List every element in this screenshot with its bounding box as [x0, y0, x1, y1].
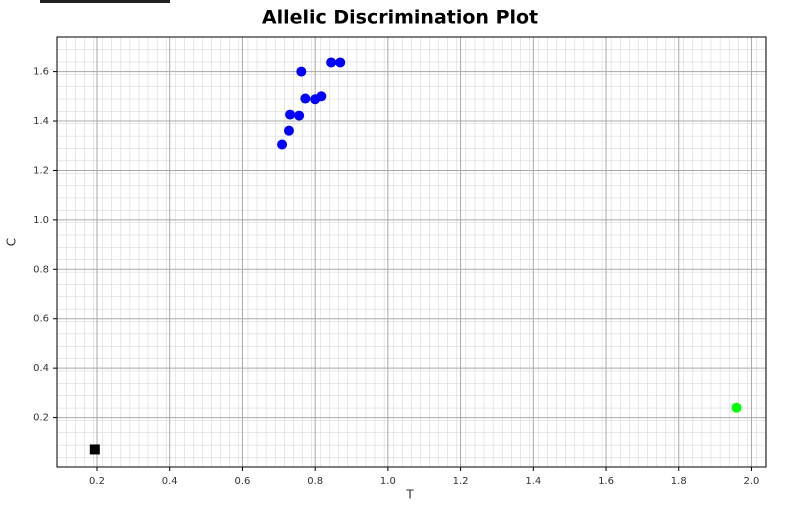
x-tick-label: 1.8	[671, 476, 687, 487]
point	[285, 109, 296, 120]
x-axis-label: T	[405, 488, 414, 502]
y-axis-label: C	[5, 238, 19, 246]
plot-grid	[57, 37, 766, 467]
x-tick-label: 1.2	[453, 476, 469, 487]
point	[731, 402, 742, 413]
x-tick-label: 0.6	[234, 476, 250, 487]
point	[326, 57, 337, 68]
y-tick-label: 0.8	[33, 264, 49, 275]
y-tick-label: 1.6	[33, 67, 49, 78]
x-tick-label: 0.4	[162, 476, 178, 487]
point	[294, 110, 305, 121]
x-tick-label: 1.4	[525, 476, 541, 487]
y-tick-label: 1.4	[33, 116, 49, 127]
toolbar-edge	[40, 0, 170, 3]
chart-title: Allelic Discrimination Plot	[262, 7, 538, 29]
point	[283, 125, 294, 136]
x-tick-label: 0.8	[307, 476, 323, 487]
point	[300, 93, 311, 104]
y-tick-label: 0.2	[33, 413, 49, 424]
x-tick-label: 0.2	[89, 476, 105, 487]
y-tick-label: 1.0	[33, 215, 49, 226]
y-tick-label: 0.6	[33, 314, 49, 325]
point	[277, 139, 288, 150]
point	[316, 91, 327, 102]
y-tick-label: 1.2	[33, 165, 49, 176]
point	[296, 66, 307, 77]
x-tick-label: 1.0	[380, 476, 396, 487]
plot-frame	[56, 36, 767, 468]
point	[335, 57, 346, 68]
point	[89, 444, 100, 455]
x-tick-label: 2.0	[744, 476, 760, 487]
x-tick-label: 1.6	[598, 476, 614, 487]
y-tick-label: 0.4	[33, 363, 49, 374]
